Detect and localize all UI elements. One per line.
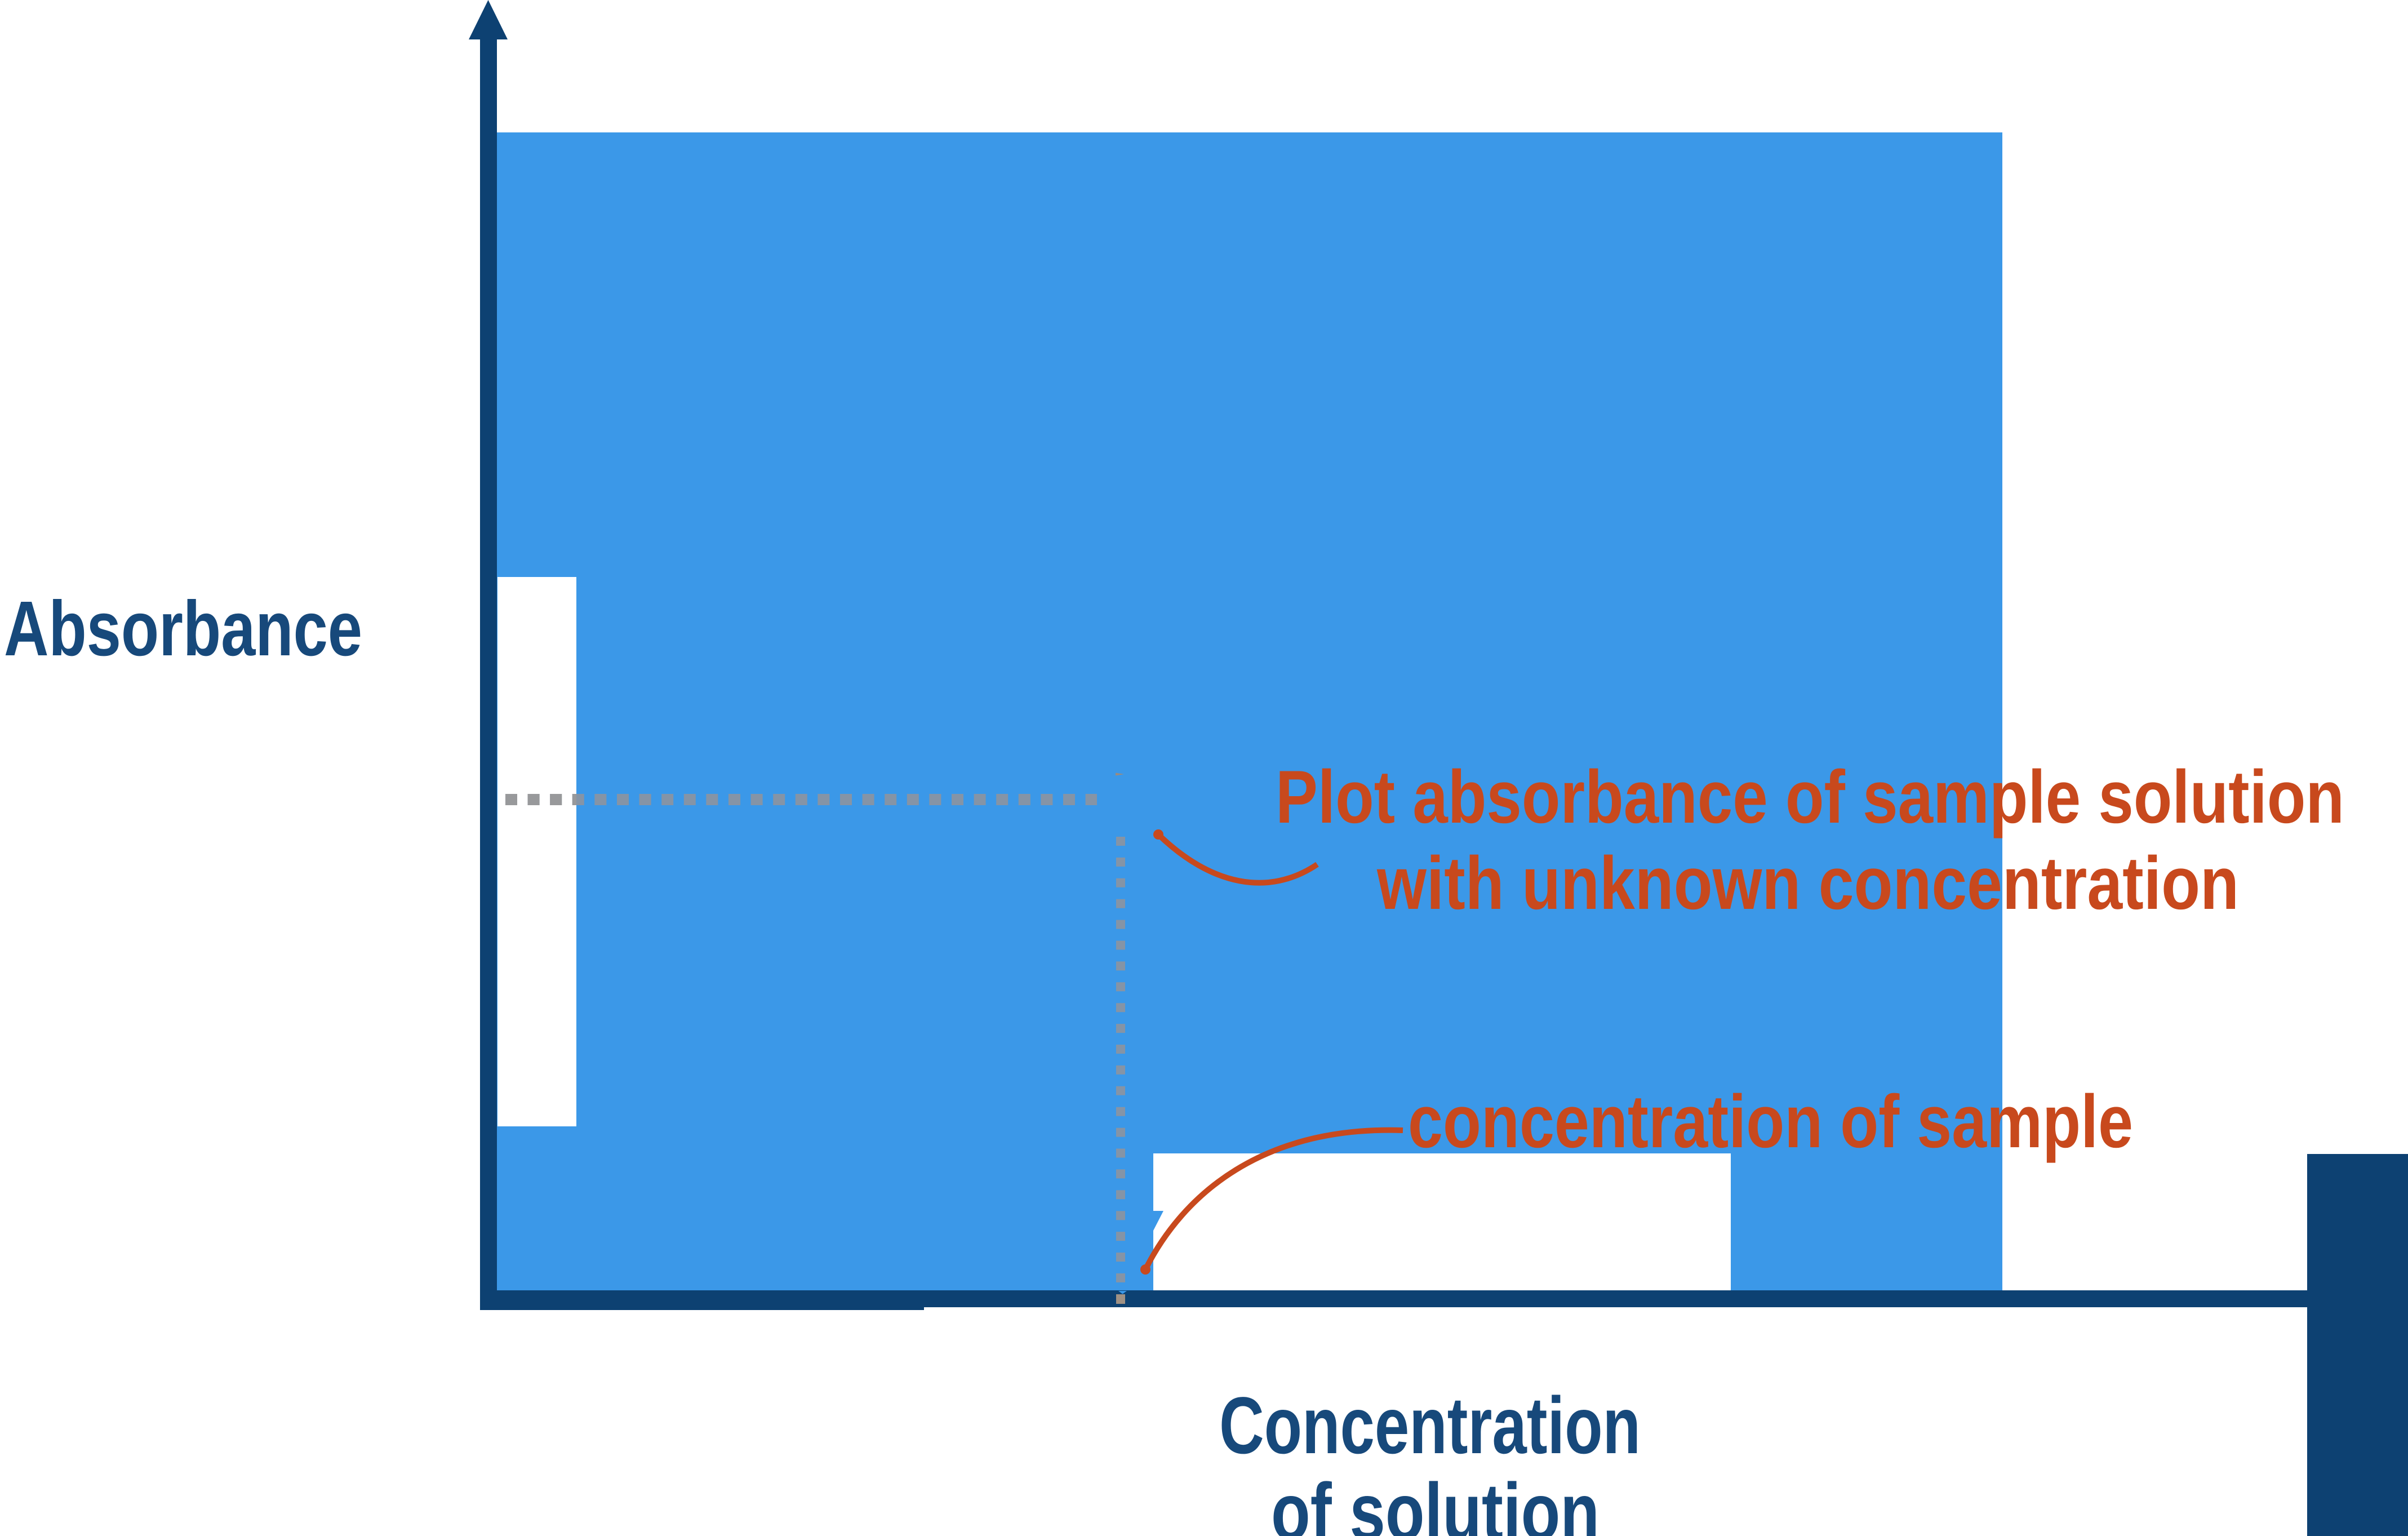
svg-text:Concentration: Concentration [1219, 1381, 1641, 1471]
svg-text:Plot absorbance of sample solu: Plot absorbance of sample solution [1276, 756, 2344, 839]
svg-text:of solution: of solution [1271, 1467, 1600, 1536]
svg-text:Absorbance: Absorbance [4, 585, 362, 672]
svg-text:concentration of sample: concentration of sample [1408, 1080, 2133, 1164]
svg-text:with unknown concentration: with unknown concentration [1376, 842, 2239, 925]
